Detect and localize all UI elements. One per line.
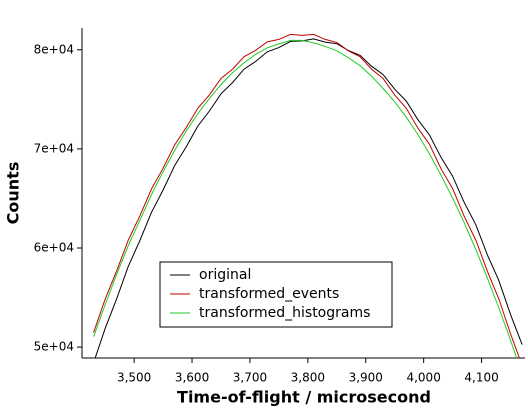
legend-box	[159, 261, 393, 328]
legend-label: transformed_histograms	[199, 305, 370, 321]
series-line	[93, 39, 518, 358]
y-tick-label: 7e+04	[34, 141, 74, 155]
x-axis-title: Time-of-flight / microsecond	[177, 388, 431, 407]
y-tick-label: 5e+04	[34, 340, 74, 354]
legend-label: original	[199, 267, 251, 283]
legend-label: transformed_events	[199, 286, 339, 302]
y-axis-title: Counts	[4, 162, 23, 225]
x-tick-label: 3,800	[291, 371, 325, 385]
x-tick-label: 3,500	[117, 371, 151, 385]
plot-area	[93, 33, 523, 358]
series-line	[94, 38, 523, 358]
x-tick-label: 4,000	[406, 371, 440, 385]
y-tick-label: 6e+04	[34, 241, 74, 255]
x-tick-label: 4,100	[464, 371, 498, 385]
series-line	[93, 33, 520, 358]
x-tick-label: 3,700	[233, 371, 267, 385]
x-tick-label: 3,600	[175, 371, 209, 385]
x-tick-label: 3,900	[349, 371, 383, 385]
y-tick-label: 8e+04	[34, 42, 74, 56]
